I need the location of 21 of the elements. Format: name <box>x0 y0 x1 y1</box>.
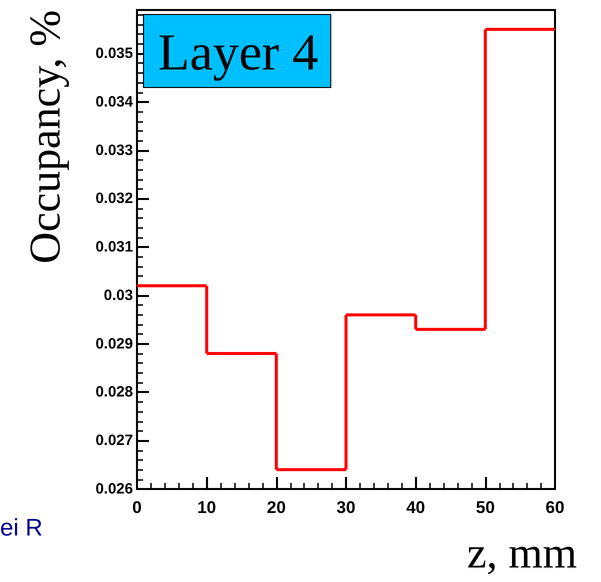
y-tick-label: 0.033 <box>95 142 133 159</box>
y-tick-label: 0.026 <box>95 480 133 498</box>
y-tick-label: 0.031 <box>95 238 133 256</box>
y-tick-label: 0.027 <box>95 432 133 450</box>
x-tick-label: 60 <box>546 498 564 517</box>
x-axis-title: z, mm <box>467 528 577 578</box>
x-tick-label: 20 <box>266 498 286 517</box>
x-tick-label: 10 <box>197 498 216 517</box>
x-tick-label: 0 <box>132 498 142 517</box>
y-tick-label: 0.034 <box>95 93 134 110</box>
y-tick-label: 0.029 <box>95 335 133 352</box>
y-tick-label: 0.035 <box>95 45 133 62</box>
y-tick-label: 0.03 <box>104 286 133 304</box>
y-tick-label: 0.028 <box>95 384 133 401</box>
x-tick-label: 30 <box>336 498 356 517</box>
text: ei R <box>0 514 43 542</box>
y-axis-title: Occupancy, % <box>20 10 70 264</box>
x-tick-label: 40 <box>406 498 426 517</box>
y-tick-label: 0.032 <box>95 190 133 208</box>
annotation: Layer 4 <box>158 24 318 82</box>
x-tick-label: 50 <box>476 498 495 517</box>
